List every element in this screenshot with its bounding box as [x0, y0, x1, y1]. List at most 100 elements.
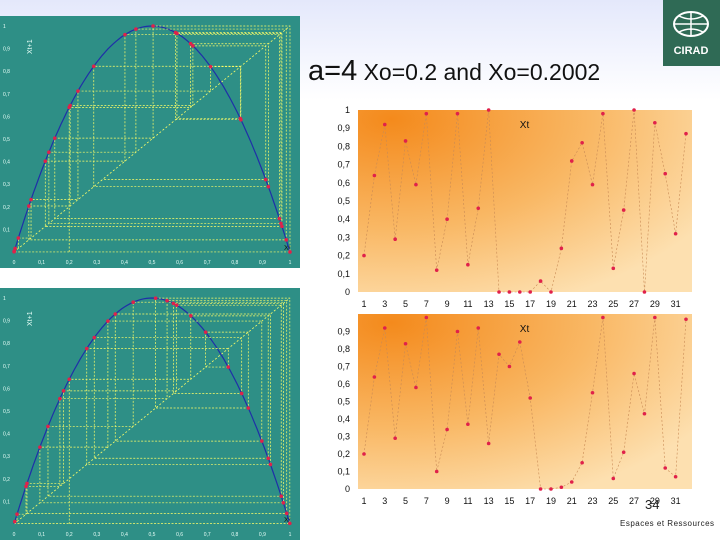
x-axis-label: Xt	[284, 245, 291, 252]
series-point	[466, 422, 470, 427]
y-tick-label: 0,2	[337, 449, 350, 459]
cobweb-point	[113, 312, 118, 316]
cobweb-point	[43, 159, 48, 163]
cobweb-plot-top: 0 0,1 0,2 0,3 0,4 0,5 0,6 0,7 0,8 0,9 1 0,1 0,2 0,3 0,…	[0, 16, 300, 268]
series-point	[476, 206, 481, 211]
cobweb-point	[238, 116, 243, 121]
series-point	[476, 326, 481, 330]
cobweb-point	[46, 424, 50, 429]
y-tick-label: 0	[345, 484, 350, 494]
x-tick-label: 0	[13, 532, 16, 538]
cobweb-point	[203, 330, 208, 334]
series-point	[673, 474, 678, 479]
cobweb-point	[67, 377, 72, 382]
series-point	[528, 290, 532, 294]
x-tick-label: 21	[567, 496, 577, 506]
y-tick-label: 0,5	[3, 409, 10, 415]
series-point	[569, 159, 574, 163]
series-point	[382, 122, 387, 127]
cobweb-point	[266, 456, 271, 461]
x-tick-label: 1	[289, 532, 292, 538]
slide-title: a=4 Xo=0.2 and Xo=0.2002	[308, 55, 600, 88]
y-tick-label: 0,8	[337, 141, 350, 151]
cobweb-point	[151, 24, 155, 28]
footer-text: Espaces et Ressources	[620, 519, 715, 528]
x-tick-label: 27	[629, 496, 639, 506]
cobweb-point	[165, 298, 169, 303]
series-point	[528, 396, 532, 400]
x-tick-label: 0,3	[93, 532, 100, 538]
x-tick-label: 5	[403, 496, 408, 506]
series-point	[590, 390, 595, 395]
cobweb-path	[14, 297, 291, 524]
series-point	[621, 208, 626, 212]
cirad-globe-logo-icon: CIRAD	[673, 11, 709, 57]
x-tick-label: 0,4	[121, 532, 128, 538]
x-tick-label: 0,7	[204, 532, 211, 538]
series-point	[403, 341, 408, 346]
x-tick-label: 9	[445, 496, 450, 506]
y-tick-label: 0	[345, 287, 350, 297]
x-tick-label: 1	[289, 260, 292, 266]
cobweb-point	[284, 511, 289, 516]
cobweb-point	[134, 27, 138, 31]
series-point	[507, 364, 512, 369]
series-point	[538, 279, 543, 283]
series-point	[455, 329, 460, 334]
series-line	[363, 317, 687, 490]
series-point	[486, 441, 491, 446]
series-point	[393, 237, 397, 242]
y-axis-label: Xt+1	[27, 311, 34, 326]
y-tick-label: 0,4	[337, 414, 350, 424]
y-tick-label: 0,3	[337, 232, 350, 242]
cobweb-point	[76, 89, 80, 93]
cobweb-point	[279, 221, 283, 226]
series-point	[445, 427, 449, 432]
title-rest: Xo=0.2 and Xo=0.2002	[357, 59, 601, 85]
series-point	[403, 139, 408, 143]
x-tick-label: 0,5	[149, 260, 156, 266]
x-tick-label: 0,2	[66, 260, 73, 266]
cobweb-point	[61, 389, 66, 393]
series-point	[466, 262, 470, 267]
cobweb-point	[27, 204, 31, 208]
series-point	[632, 371, 636, 376]
y-tick-label: 1	[3, 24, 6, 30]
series-point	[569, 480, 574, 484]
x-tick-label: 15	[504, 496, 514, 506]
cobweb-point	[246, 406, 251, 410]
series-point	[559, 485, 564, 490]
y-tick-label: 0,6	[337, 178, 350, 188]
plot-background	[358, 110, 692, 292]
cobweb-point	[68, 103, 72, 108]
x-tick-label: 27	[629, 299, 639, 309]
series-point	[414, 385, 418, 390]
y-tick-label: 0,7	[3, 364, 10, 370]
x-tick-label: 0	[13, 260, 16, 266]
y-tick-label: 0,4	[337, 214, 350, 224]
y-tick-label: 0,5	[3, 137, 10, 143]
x-tick-label: 23	[588, 496, 598, 506]
y-tick-label: 0,9	[3, 319, 10, 325]
x-tick-label: 0,7	[204, 260, 211, 266]
y-tick-label: 0,1	[3, 227, 10, 233]
x-tick-label: 21	[567, 299, 577, 309]
series-point	[673, 231, 678, 236]
series-point	[518, 340, 522, 344]
x-tick-label: 3	[382, 496, 387, 506]
y-tick-label: 0,2	[3, 477, 10, 483]
x-tick-label: 0,3	[93, 260, 100, 266]
y-tick-label: 1	[345, 105, 350, 115]
x-tick-label: 17	[525, 299, 535, 309]
title-main: a=4	[308, 55, 358, 87]
series-label: Xt	[520, 120, 530, 131]
x-tick-label: 13	[484, 496, 494, 506]
y-tick-label: 0,1	[337, 467, 350, 477]
series-point	[362, 452, 366, 456]
y-tick-label: 0,6	[3, 386, 10, 392]
x-tick-label: 3	[382, 299, 387, 309]
y-tick-label: 0,1	[337, 269, 350, 279]
cobweb-point	[106, 319, 110, 323]
y-tick-label: 0,3	[3, 454, 10, 460]
x-tick-label: 25	[608, 299, 618, 309]
